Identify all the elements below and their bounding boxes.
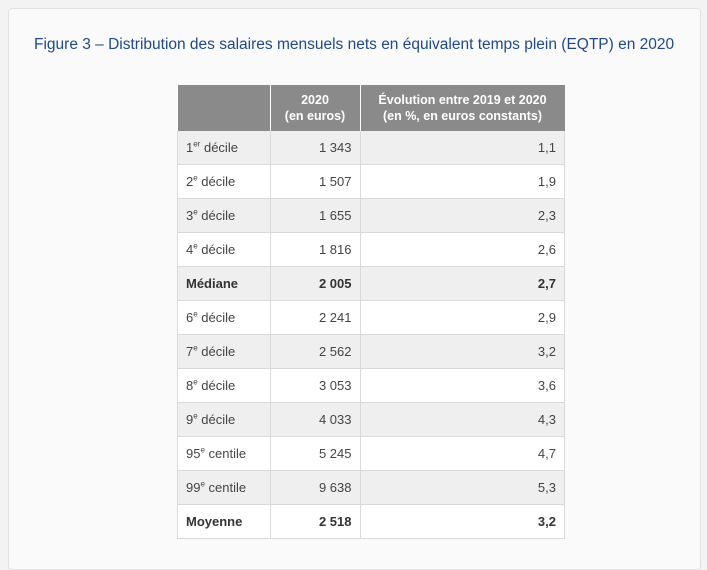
table-row: 9e décile 4 033 4,3 <box>177 402 565 437</box>
table-row: 99e centile 9 638 5,3 <box>177 470 565 505</box>
row-label: 4e décile <box>177 232 271 267</box>
table-row: Médiane 2 005 2,7 <box>177 266 565 301</box>
row-label-ordinal: e <box>200 445 205 455</box>
row-label-main: 2 <box>186 174 194 189</box>
row-label-ordinal: er <box>193 139 201 149</box>
row-value-2020: 1 343 <box>269 131 361 165</box>
row-label-main: 7 <box>186 344 194 359</box>
table-row: 2e décile 1 507 1,9 <box>177 164 565 199</box>
row-label: 95e centile <box>177 436 271 471</box>
row-value-2020: 2 005 <box>269 266 361 301</box>
row-label-unit: centile <box>204 480 247 495</box>
row-label-ordinal: e <box>193 241 198 251</box>
row-evolution: 5,3 <box>359 470 565 505</box>
row-label-unit: décile <box>197 174 236 189</box>
row-label-unit: décile <box>197 412 236 427</box>
row-label-main: 99 <box>186 480 201 495</box>
row-label-unit: décile <box>200 140 238 155</box>
row-value-2020: 9 638 <box>269 470 361 505</box>
table-row: 8e décile 3 053 3,6 <box>177 368 565 403</box>
row-label-unit: décile <box>197 208 236 223</box>
row-label: Médiane <box>177 266 271 301</box>
row-label-unit: centile <box>204 446 247 461</box>
row-evolution: 2,3 <box>359 198 565 233</box>
table-header-row: 2020 (en euros) Évolution entre 2019 et … <box>177 85 565 131</box>
row-label-ordinal: e <box>193 309 198 319</box>
row-label-main: 4 <box>186 242 194 257</box>
row-value-2020: 4 033 <box>269 402 361 437</box>
row-label: Moyenne <box>177 504 271 539</box>
row-label: 3e décile <box>177 198 271 233</box>
header-2020-line1: 2020 <box>301 93 329 107</box>
row-label: 8e décile <box>177 368 271 403</box>
row-label-main: 95 <box>186 446 201 461</box>
table-row: 4e décile 1 816 2,6 <box>177 232 565 267</box>
row-label-main: Moyenne <box>186 514 243 529</box>
row-evolution: 2,7 <box>359 266 565 301</box>
row-evolution: 1,1 <box>359 131 565 165</box>
row-value-2020: 2 562 <box>269 334 361 369</box>
row-label-ordinal: e <box>193 411 198 421</box>
row-label-main: 8 <box>186 378 194 393</box>
row-evolution: 1,9 <box>359 164 565 199</box>
table-body: 1er décile 1 343 1,1 2e décile 1 507 1,9 3e dé… <box>177 131 565 539</box>
row-label: 7e décile <box>177 334 271 369</box>
row-evolution: 4,7 <box>359 436 565 471</box>
row-label-unit: décile <box>197 344 236 359</box>
row-value-2020: 1 816 <box>269 232 361 267</box>
table-row: 1er décile 1 343 1,1 <box>177 131 565 165</box>
row-label-main: 9 <box>186 412 194 427</box>
table-row: 6e décile 2 241 2,9 <box>177 300 565 335</box>
row-label-main: 6 <box>186 310 194 325</box>
header-evolution-line1: Évolution entre 2019 et 2020 <box>378 93 547 107</box>
row-label: 1er décile <box>177 131 271 165</box>
salary-distribution-table: 2020 (en euros) Évolution entre 2019 et … <box>177 85 565 539</box>
header-2020-line2: (en euros) <box>284 109 346 123</box>
row-value-2020: 2 241 <box>269 300 361 335</box>
row-label-ordinal: e <box>193 173 198 183</box>
row-label-ordinal: e <box>193 343 198 353</box>
row-evolution: 2,9 <box>359 300 565 335</box>
row-label-ordinal: e <box>200 479 205 489</box>
header-2020: 2020 (en euros) <box>270 85 361 131</box>
row-value-2020: 5 245 <box>269 436 361 471</box>
header-evolution: Évolution entre 2019 et 2020 (en %, en e… <box>360 85 565 131</box>
row-label: 9e décile <box>177 402 271 437</box>
table-row: 7e décile 2 562 3,2 <box>177 334 565 369</box>
row-value-2020: 1 507 <box>269 164 361 199</box>
row-label-ordinal: e <box>193 377 198 387</box>
row-label-main: Médiane <box>186 276 239 291</box>
row-label-unit: décile <box>197 378 236 393</box>
row-label-unit: décile <box>197 242 236 257</box>
header-evolution-line2: (en %, en euros constants) <box>382 109 543 123</box>
row-label: 99e centile <box>177 470 271 505</box>
header-category <box>177 85 271 131</box>
row-evolution: 3,2 <box>359 334 565 369</box>
figure-title: Figure 3 – Distribution des salaires men… <box>34 36 675 53</box>
table-row: Moyenne 2 518 3,2 <box>177 504 565 539</box>
row-value-2020: 3 053 <box>269 368 361 403</box>
row-label-unit: décile <box>197 310 236 325</box>
row-label: 2e décile <box>177 164 271 199</box>
table-row: 3e décile 1 655 2,3 <box>177 198 565 233</box>
row-label-ordinal: e <box>193 207 198 217</box>
table-row: 95e centile 5 245 4,7 <box>177 436 565 471</box>
row-label-main: 1 <box>186 140 194 155</box>
row-evolution: 2,6 <box>359 232 565 267</box>
row-value-2020: 2 518 <box>269 504 361 539</box>
row-value-2020: 1 655 <box>269 198 361 233</box>
row-evolution: 3,2 <box>359 504 565 539</box>
row-evolution: 3,6 <box>359 368 565 403</box>
row-evolution: 4,3 <box>359 402 565 437</box>
row-label: 6e décile <box>177 300 271 335</box>
row-label-main: 3 <box>186 208 194 223</box>
